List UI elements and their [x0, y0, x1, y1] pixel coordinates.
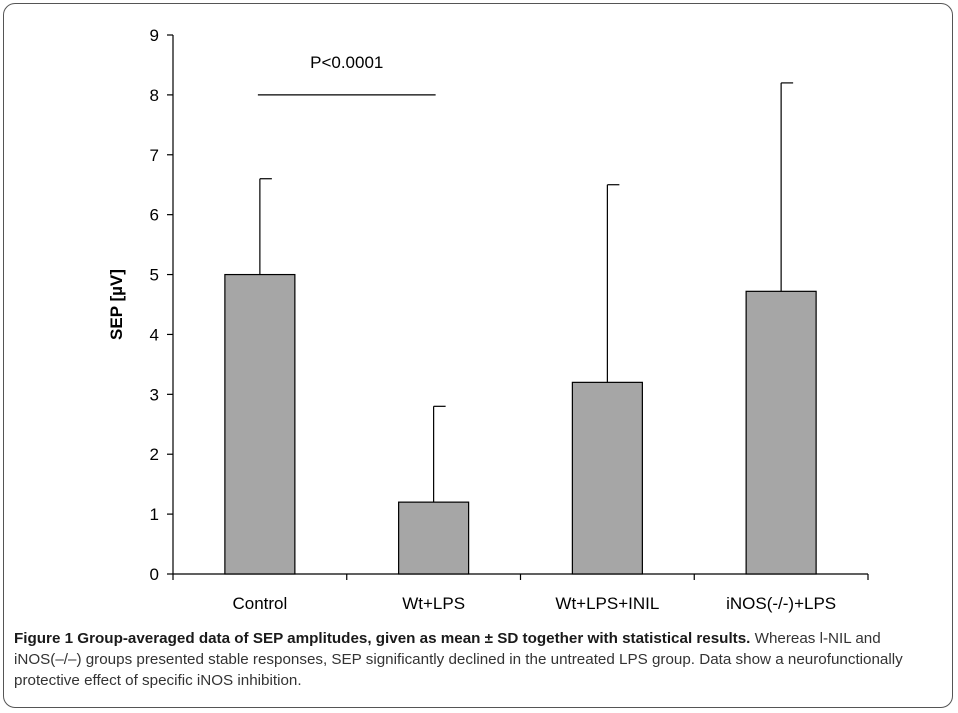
x-tick-label: iNOS(-/-)+LPS — [726, 594, 836, 613]
y-axis-label: SEP [µV] — [107, 269, 126, 340]
y-tick-label: 3 — [150, 385, 159, 404]
x-tick-label: Wt+LPS — [402, 594, 465, 613]
bar-chart: 0 1 2 3 4 5 6 7 8 9 Control Wt+LPS Wt+LPS+INIL iNOS(… — [107, 26, 869, 613]
bar — [398, 501, 470, 575]
significance-annotation: P<0.0001 — [257, 53, 436, 96]
y-axis: 0 1 2 3 4 5 6 7 8 9 — [150, 26, 174, 584]
y-tick-label: 9 — [150, 26, 159, 45]
y-tick-label: 5 — [150, 266, 159, 285]
x-axis: Control Wt+LPS Wt+LPS+INIL iNOS(-/-)+LPS — [172, 573, 869, 613]
y-tick-label: 6 — [150, 206, 159, 225]
caption-text: Whereas l-NIL and iNOS(–/–) groups prese… — [14, 630, 903, 689]
bar — [745, 290, 817, 575]
y-tick-label: 4 — [150, 325, 159, 344]
bars — [224, 273, 817, 575]
y-tick-label: 2 — [150, 445, 159, 464]
y-tick-label: 7 — [150, 146, 159, 165]
y-tick-label: 0 — [150, 565, 159, 584]
bar — [571, 381, 643, 575]
x-tick-label: Control — [232, 594, 287, 613]
x-tick-label: Wt+LPS+INIL — [555, 594, 659, 613]
bar — [224, 273, 296, 575]
error-bars — [259, 82, 794, 503]
y-tick-label: 8 — [150, 86, 159, 105]
caption-title: Figure 1 Group-averaged data of SEP ampl… — [14, 630, 751, 647]
figure-frame — [3, 3, 953, 708]
figure-caption: Figure 1 Group-averaged data of SEP ampl… — [14, 628, 944, 691]
significance-label: P<0.0001 — [310, 53, 383, 72]
y-tick-label: 1 — [150, 505, 159, 524]
